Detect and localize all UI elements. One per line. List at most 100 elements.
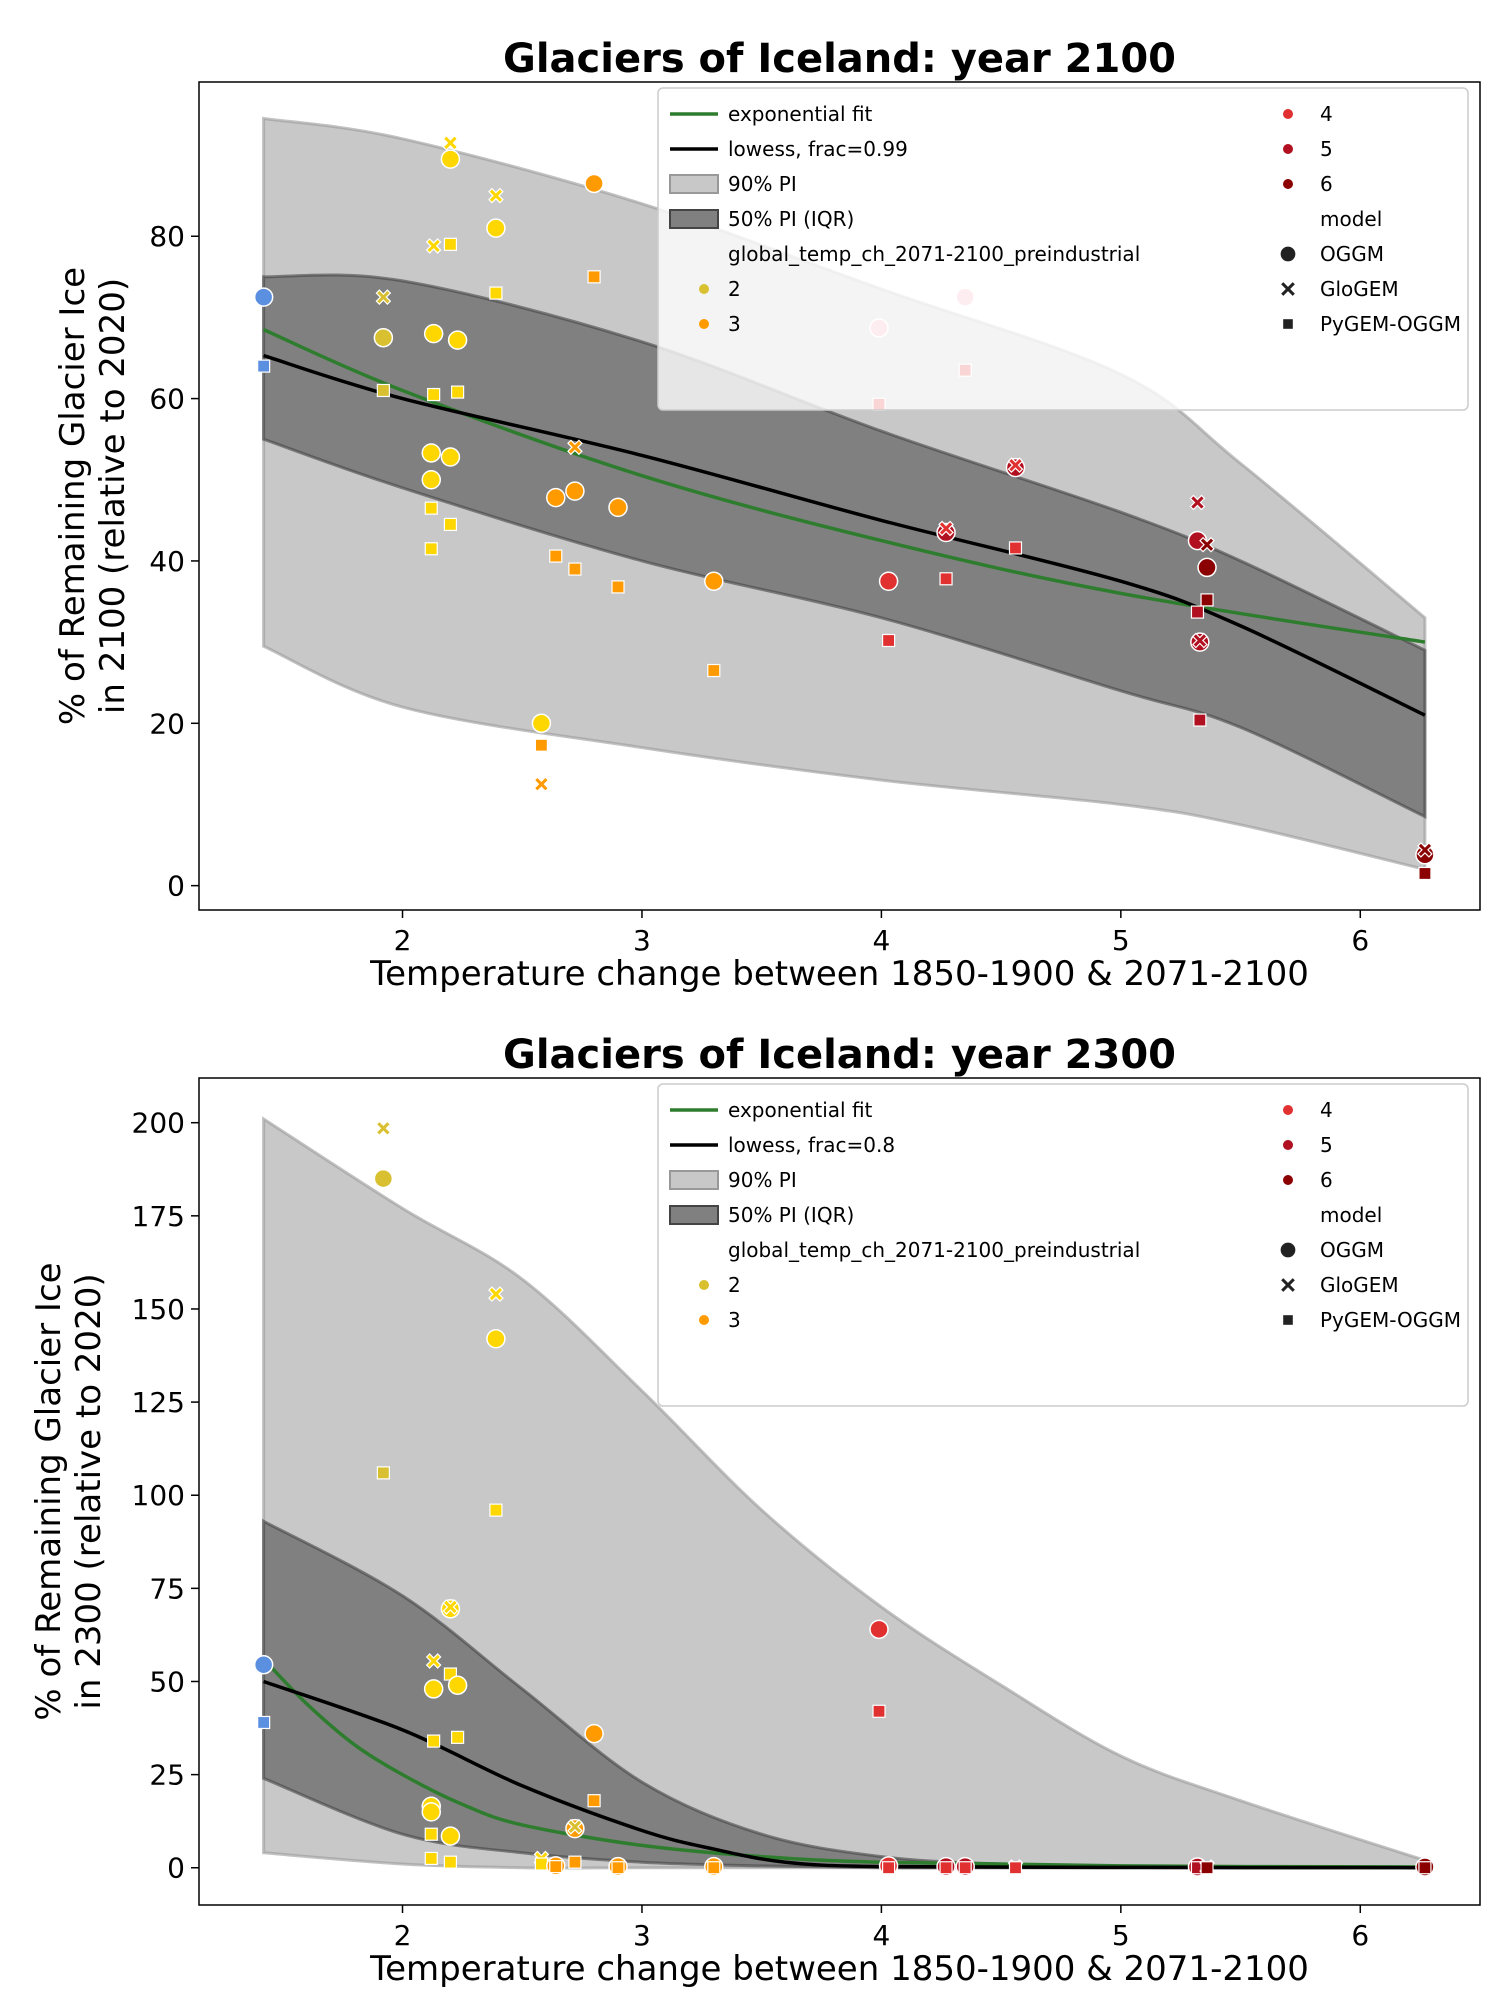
data-point-pygem	[587, 1794, 601, 1808]
y-tick-label: 125	[132, 1386, 185, 1419]
data-point-pygem	[443, 517, 458, 532]
legend-label: exponential fit	[728, 1098, 873, 1122]
y-tick-label: 150	[132, 1293, 185, 1326]
legend-label: lowess, frac=0.99	[728, 137, 908, 161]
data-point-glogem	[1192, 632, 1208, 649]
data-point-glogem	[375, 1120, 392, 1137]
data-point-pygem	[958, 1861, 972, 1875]
legend-glogem-handle	[1279, 280, 1297, 298]
data-point-oggm	[704, 571, 724, 591]
data-point-oggm	[531, 713, 552, 734]
legend-label: 50% PI (IQR)	[728, 1203, 854, 1227]
data-point-pygem	[424, 1851, 438, 1866]
legend: exponential fit lowess, frac=0.8 90% PI 50%…	[657, 1083, 1469, 1407]
data-point-pygem	[568, 562, 582, 576]
data-point-pygem	[257, 359, 271, 373]
data-point-pygem	[872, 1704, 886, 1718]
data-point-glogem	[1417, 842, 1433, 858]
y-tick-label: 25	[149, 1759, 185, 1792]
data-point-oggm	[936, 522, 956, 543]
y-tick-label: 20	[149, 707, 185, 740]
data-point-pygem	[427, 1734, 441, 1748]
x-tick-label: 5	[1112, 1919, 1130, 1952]
data-point-pygem	[424, 1827, 438, 1841]
y-tick-label: 200	[132, 1107, 185, 1140]
data-markers	[253, 1120, 1435, 1877]
x-tick-label: 2	[394, 1919, 412, 1952]
data-point-oggm	[421, 443, 442, 463]
legend: exponential fit lowess, frac=0.99 90% PI 50…	[657, 87, 1469, 411]
data-point-oggm	[447, 1675, 468, 1695]
data-point-oggm	[1197, 557, 1217, 578]
legend-label: 3	[728, 312, 741, 336]
x-tick-label: 4	[872, 924, 890, 957]
data-point-pygem	[1200, 593, 1214, 607]
legend-label: 50% PI (IQR)	[728, 207, 854, 231]
legend-label: GloGEM	[1320, 1273, 1399, 1297]
data-point-glogem	[442, 1599, 459, 1615]
data-point-glogem	[488, 1286, 504, 1302]
data-point-pygem	[568, 1855, 582, 1869]
legend-label: model	[1320, 1203, 1382, 1227]
data-point-pygem	[1008, 541, 1023, 555]
data-point-pygem	[450, 385, 465, 399]
pi90-band	[262, 1116, 1427, 1870]
legend-pygem-handle	[1281, 318, 1294, 331]
data-point-pygem	[611, 1861, 625, 1875]
y-tick-label: 40	[149, 545, 185, 578]
legend-label: 5	[1320, 1133, 1333, 1157]
legend-oggm-handle	[1279, 1241, 1297, 1259]
legend-pi50-handle	[669, 209, 719, 229]
plot-frame	[198, 81, 1481, 911]
x-axis-label: Temperature change between 1850-1900 & 2…	[369, 1949, 1309, 1989]
data-point-pygem	[587, 270, 601, 284]
data-point-glogem	[567, 1818, 583, 1835]
data-point-pygem	[1008, 1861, 1023, 1875]
legend-label: 5	[1320, 137, 1333, 161]
data-point-pygem	[1190, 605, 1205, 619]
data-point-pygem	[939, 572, 953, 586]
legend-label: 6	[1320, 1168, 1333, 1192]
legend-oggm-handle	[1279, 245, 1297, 263]
data-point-pygem	[424, 542, 438, 556]
data-point-pygem	[939, 1861, 953, 1875]
legend-label: PyGEM-OGGM	[1320, 312, 1461, 336]
data-point-oggm	[584, 1723, 604, 1744]
legend-label: 90% PI	[728, 172, 797, 196]
data-point-oggm	[421, 1802, 442, 1822]
data-point-pygem	[424, 501, 438, 515]
legend-label: global_temp_ch_2071-2100_preindustrial	[728, 1238, 1140, 1262]
legend-label: exponential fit	[728, 102, 873, 126]
legend-temp3-handle	[699, 1315, 709, 1325]
data-point-pygem	[707, 663, 721, 678]
legend-box	[657, 87, 1469, 411]
legend-glogem-handle	[1279, 1276, 1297, 1294]
legend-label: lowess, frac=0.8	[728, 1133, 895, 1157]
data-point-pygem	[1200, 1861, 1214, 1875]
legend-label: OGGM	[1320, 242, 1384, 266]
data-point-oggm	[486, 218, 506, 238]
data-point-pygem	[549, 549, 563, 563]
data-point-glogem	[938, 520, 954, 537]
legend-pi90-handle	[669, 174, 719, 194]
legend-temp2-handle	[699, 1280, 709, 1290]
y-axis-label-line1: % of Remaining Glacier Ice	[29, 1262, 69, 1720]
y-tick-label: 60	[149, 383, 185, 416]
legend-label: GloGEM	[1320, 277, 1399, 301]
legend-temp2-handle	[699, 284, 709, 294]
legend-label: 4	[1320, 102, 1333, 126]
data-point-glogem	[1007, 457, 1024, 474]
data-point-pygem	[549, 1860, 563, 1874]
data-point-glogem	[375, 289, 392, 305]
data-point-pygem	[489, 1503, 503, 1517]
x-tick-label: 6	[1351, 924, 1369, 957]
legend-pygem-handle	[1281, 1313, 1294, 1326]
data-point-pygem	[443, 1855, 458, 1869]
data-point-oggm	[1415, 845, 1435, 865]
legend-label: 6	[1320, 172, 1333, 196]
x-tick-label: 4	[872, 1919, 890, 1952]
legend-label: 4	[1320, 1098, 1333, 1122]
legend-label: global_temp_ch_2071-2100_preindustrial	[728, 242, 1140, 266]
